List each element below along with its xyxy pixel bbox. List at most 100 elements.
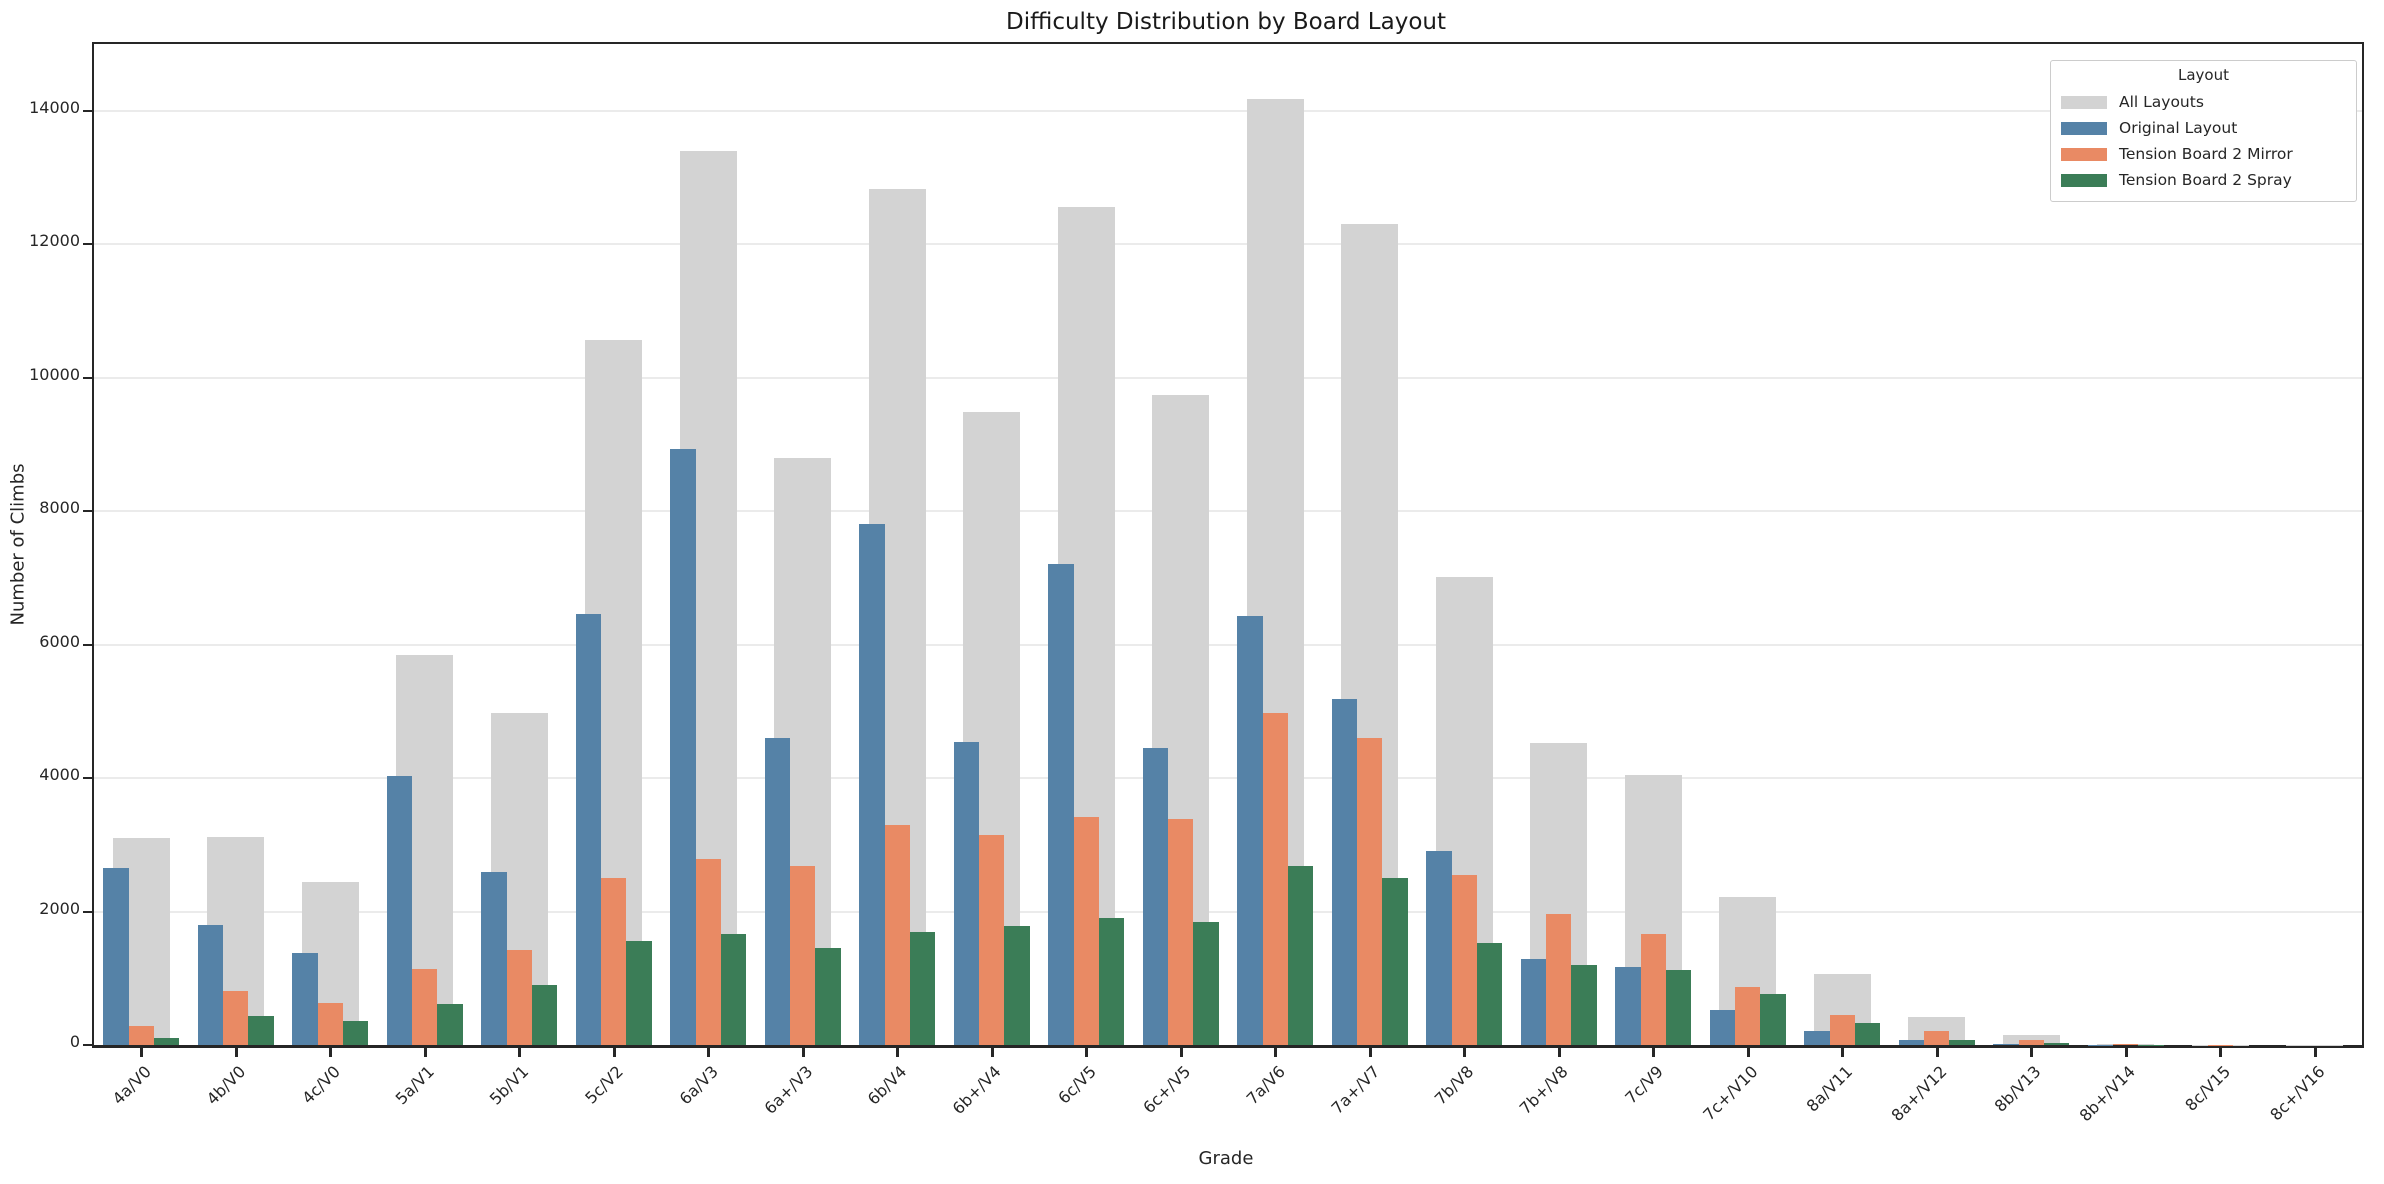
legend-label: Tension Board 2 Spray xyxy=(2119,171,2292,189)
bar-group-4a/V0: 4a/V0 xyxy=(94,44,189,1108)
legend-swatch xyxy=(2061,95,2107,109)
bar-group-6a/V3: 6a/V3 xyxy=(661,44,756,1108)
bar-group-4b/V0: 4b/V0 xyxy=(189,44,284,1109)
gridline xyxy=(94,510,2362,513)
bar-group-8a/V11: 8a/V11 xyxy=(1795,44,1890,1116)
bar-original-layout-6a/V3 xyxy=(670,449,696,1045)
x-tick-mark xyxy=(518,1048,522,1057)
gridline xyxy=(94,376,2362,379)
bar-tension-board-2-spray-4b/V0 xyxy=(248,1015,274,1045)
y-tick-mark xyxy=(83,643,92,646)
bar-group-6a+/V3: 6a+/V3 xyxy=(756,44,851,1118)
bar-tension-board-2-mirror-8a/V11 xyxy=(1829,1014,1855,1045)
bar-group-5a/V1: 5a/V1 xyxy=(378,44,473,1108)
bar-original-layout-6a+/V3 xyxy=(764,738,791,1045)
bar-tension-board-2-mirror-5a/V1 xyxy=(412,968,438,1045)
bar-group-7b+/V8: 7b+/V8 xyxy=(1512,44,1607,1118)
bar-tension-board-2-spray-7c+/V10 xyxy=(1760,993,1786,1045)
bar-tension-board-2-spray-7b/V8 xyxy=(1476,942,1503,1045)
x-tick-mark xyxy=(801,1048,805,1057)
bar-group-5c/V2: 5c/V2 xyxy=(567,44,662,1108)
y-tick-label: 0 xyxy=(69,1032,80,1051)
legend: Layout All Layouts Original Layout Tension… xyxy=(2050,60,2357,202)
y-tick-mark xyxy=(83,1044,92,1046)
x-tick-mark xyxy=(1935,1048,1939,1057)
bar-tension-board-2-mirror-7b+/V8 xyxy=(1546,913,1572,1045)
x-tick-label: 5c/V2 xyxy=(581,1062,628,1108)
y-tick-mark xyxy=(83,910,92,913)
bar-tension-board-2-mirror-4a/V0 xyxy=(128,1025,154,1045)
x-tick-label: 8a/V11 xyxy=(1802,1062,1856,1116)
bar-tension-board-2-spray-5c/V2 xyxy=(626,941,652,1045)
bar-original-layout-6c/V5 xyxy=(1048,563,1074,1045)
x-tick-label: 4b/V0 xyxy=(202,1062,250,1109)
x-tick-mark xyxy=(1463,1048,1467,1057)
bar-group-7a+/V7: 7a+/V7 xyxy=(1323,44,1418,1118)
bar-original-layout-4c/V0 xyxy=(292,952,318,1045)
bar-tension-board-2-spray-6b+/V4 xyxy=(1004,926,1030,1045)
bar-group-7a/V6: 7a/V6 xyxy=(1228,44,1323,1108)
bar-tension-board-2-mirror-8a+/V12 xyxy=(1924,1031,1950,1045)
x-tick-label: 6a+/V3 xyxy=(760,1062,817,1118)
bar-tension-board-2-mirror-6c/V5 xyxy=(1073,816,1099,1045)
bar-tension-board-2-mirror-6c+/V5 xyxy=(1168,819,1194,1045)
x-tick-label: 8b+/V14 xyxy=(2075,1062,2140,1126)
x-tick-label: 6b+/V4 xyxy=(949,1062,1006,1119)
bar-tension-board-2-mirror-4b/V0 xyxy=(223,991,249,1045)
x-tick-mark xyxy=(329,1048,333,1057)
bar-tension-board-2-mirror-6b/V4 xyxy=(884,824,910,1045)
legend-label: Original Layout xyxy=(2119,119,2238,137)
bar-tension-board-2-mirror-6a+/V3 xyxy=(790,865,816,1045)
bar-original-layout-7b+/V8 xyxy=(1520,958,1547,1045)
bar-group-8c/V15: 8c/V15 xyxy=(2173,44,2268,1115)
x-axis-label: Grade xyxy=(1198,1148,1254,1169)
bar-tension-board-2-spray-8b/V13 xyxy=(2043,1043,2070,1045)
x-tick-mark xyxy=(2124,1048,2128,1057)
bar-group-8b/V13: 8b/V13 xyxy=(1984,44,2079,1116)
bar-group-8b+/V14: 8b+/V14 xyxy=(2076,44,2174,1125)
x-tick-mark xyxy=(2313,1048,2317,1057)
legend-entries: All Layouts Original Layout Tension Board … xyxy=(2061,89,2346,193)
bar-group-7c+/V10: 7c+/V10 xyxy=(1699,44,1796,1124)
bar-group-6c/V5: 6c/V5 xyxy=(1039,44,1134,1108)
bar-original-layout-7b/V8 xyxy=(1426,850,1452,1045)
bar-tension-board-2-spray-8a/V11 xyxy=(1854,1023,1881,1045)
x-tick-label: 7a+/V7 xyxy=(1327,1062,1384,1118)
legend-swatch xyxy=(2061,173,2107,187)
y-tick-label: 12000 xyxy=(29,231,80,251)
bar-tension-board-2-spray-4c/V0 xyxy=(342,1020,369,1045)
bar-group-6b/V4: 6b/V4 xyxy=(850,44,945,1109)
x-tick-mark xyxy=(140,1048,144,1057)
bar-tension-board-2-spray-7a/V6 xyxy=(1287,866,1314,1045)
bar-group-5b/V1: 5b/V1 xyxy=(472,44,567,1109)
x-tick-label: 7c+/V10 xyxy=(1698,1062,1762,1125)
x-tick-label: 6a/V3 xyxy=(675,1062,722,1109)
y-tick-mark xyxy=(83,243,92,246)
x-tick-label: 5a/V1 xyxy=(391,1062,439,1109)
bar-tension-board-2-spray-6a+/V3 xyxy=(815,948,841,1045)
bar-tension-board-2-mirror-8b/V13 xyxy=(2018,1039,2044,1045)
gridline xyxy=(94,910,2362,913)
bar-original-layout-5a/V1 xyxy=(386,776,413,1045)
bar-tension-board-2-mirror-4c/V0 xyxy=(317,1003,343,1045)
x-tick-label: 5b/V1 xyxy=(486,1062,533,1109)
bar-original-layout-8b/V13 xyxy=(1993,1043,2019,1045)
x-tick-label: 7b+/V8 xyxy=(1516,1062,1573,1119)
legend-title: Layout xyxy=(2178,66,2229,84)
legend-swatch xyxy=(2061,121,2107,135)
x-tick-mark xyxy=(1179,1048,1183,1057)
y-tick-mark xyxy=(83,777,92,780)
legend-swatch xyxy=(2061,147,2107,161)
bar-tension-board-2-mirror-7b/V8 xyxy=(1451,874,1477,1045)
x-tick-mark xyxy=(1841,1048,1845,1057)
x-tick-label: 6c+/V5 xyxy=(1139,1062,1195,1118)
bar-tension-board-2-mirror-5b/V1 xyxy=(506,949,532,1045)
bar-tension-board-2-spray-6a/V3 xyxy=(720,934,747,1045)
bar-tension-board-2-spray-4a/V0 xyxy=(153,1038,180,1045)
bar-original-layout-6b/V4 xyxy=(859,524,885,1045)
bar-groups: 4a/V0 4b/V0 4c/V0 5a/V1 5b/V1 5c/V2 6a/V3 6a+/V… xyxy=(94,44,2362,1125)
bar-tension-board-2-spray-6c/V5 xyxy=(1098,917,1125,1045)
x-tick-label: 8b/V13 xyxy=(1990,1062,2045,1116)
bar-tension-board-2-spray-5a/V1 xyxy=(437,1003,463,1045)
